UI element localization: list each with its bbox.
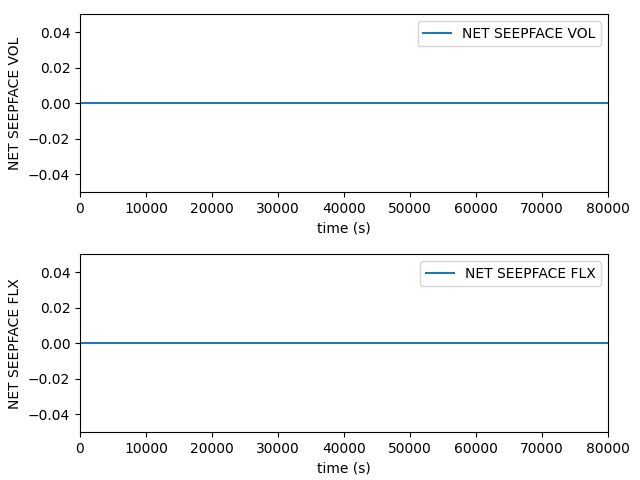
Y-axis label: NET SEEPFACE FLX: NET SEEPFACE FLX — [8, 278, 22, 408]
X-axis label: time (s): time (s) — [317, 221, 371, 235]
Legend: NET SEEPFACE VOL: NET SEEPFACE VOL — [418, 21, 601, 47]
Legend: NET SEEPFACE FLX: NET SEEPFACE FLX — [420, 261, 601, 287]
X-axis label: time (s): time (s) — [317, 461, 371, 475]
Y-axis label: NET SEEPFACE VOL: NET SEEPFACE VOL — [8, 36, 22, 170]
